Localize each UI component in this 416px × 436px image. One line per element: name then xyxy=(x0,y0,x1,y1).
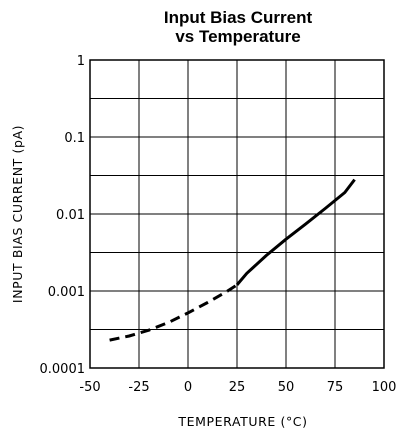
plot-frame xyxy=(89,59,385,369)
y-tick-label: 0.0001 xyxy=(40,362,86,377)
plot-series xyxy=(109,178,356,342)
grid xyxy=(89,60,385,369)
x-tick-label: -50 xyxy=(79,380,100,395)
y-tick-label: 0.001 xyxy=(48,285,85,300)
chart-title-line-1: Input Bias Current xyxy=(164,8,313,27)
x-tick-label: -25 xyxy=(128,380,149,395)
y-tick-label: 1 xyxy=(77,54,85,69)
x-tick-label: 0 xyxy=(184,380,192,395)
x-tick-label: 75 xyxy=(327,380,344,395)
series-line-solid xyxy=(235,178,356,286)
y-tick-label: 0.01 xyxy=(56,208,85,223)
series-line-dashed xyxy=(109,283,238,342)
x-tick-label: 50 xyxy=(278,380,295,395)
chart-title: Input Bias Current vs Temperature xyxy=(164,8,313,46)
x-tick-label: 100 xyxy=(372,380,397,395)
y-tick-label: 0.1 xyxy=(64,131,85,146)
y-axis-ticks: 0.0001 0.001 0.01 0.1 1 xyxy=(40,54,86,377)
chart-title-line-2: vs Temperature xyxy=(175,27,300,46)
x-tick-label: 25 xyxy=(229,380,246,395)
x-axis-label: TEMPERATURE (°C) xyxy=(177,414,307,429)
x-axis-ticks: -50 -25 0 25 50 75 100 xyxy=(79,380,396,395)
y-axis-label: INPUT BIAS CURRENT (pA) xyxy=(10,125,25,303)
